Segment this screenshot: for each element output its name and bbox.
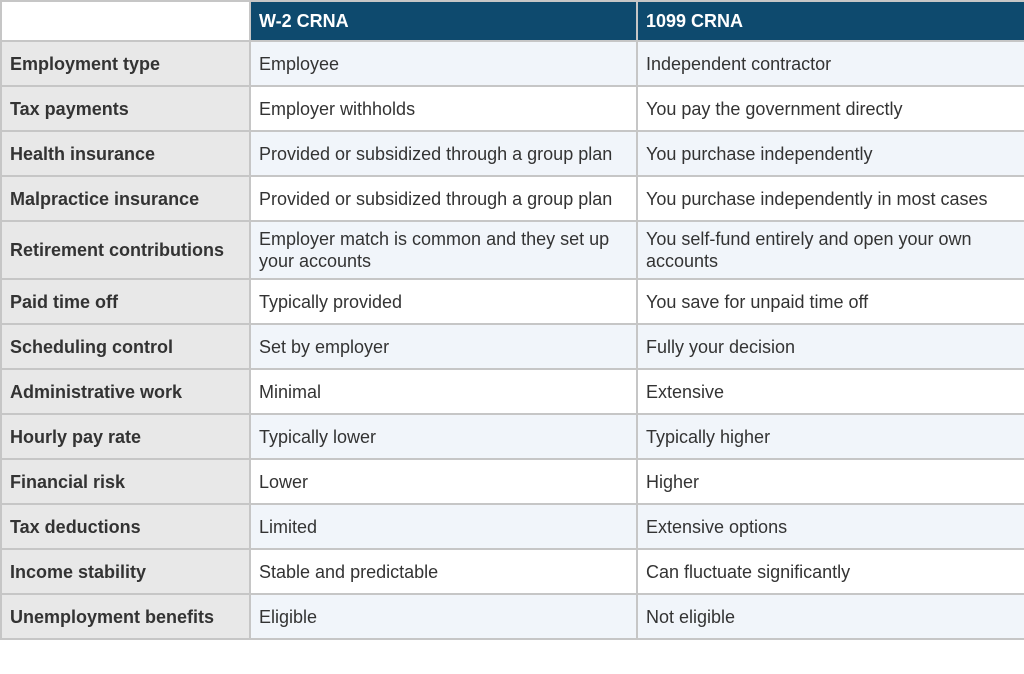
comparison-table: W-2 CRNA 1099 CRNA Employment type Emplo… — [0, 0, 1024, 640]
table-row: Hourly pay rate Typically lower Typicall… — [0, 413, 1024, 460]
c1099-cell: You pay the government directly — [636, 85, 1024, 132]
w2-cell: Provided or subsidized through a group p… — [249, 130, 638, 177]
row-label: Retirement contributions — [0, 220, 251, 280]
w2-cell: Typically lower — [249, 413, 638, 460]
c1099-cell: Typically higher — [636, 413, 1024, 460]
c1099-cell: Can fluctuate significantly — [636, 548, 1024, 595]
w2-cell: Employer withholds — [249, 85, 638, 132]
row-label: Administrative work — [0, 368, 251, 415]
w2-cell: Lower — [249, 458, 638, 505]
w2-cell: Set by employer — [249, 323, 638, 370]
row-label: Hourly pay rate — [0, 413, 251, 460]
c1099-cell: Independent contractor — [636, 40, 1024, 87]
table-row: Paid time off Typically provided You sav… — [0, 278, 1024, 325]
row-label: Income stability — [0, 548, 251, 595]
row-label: Tax deductions — [0, 503, 251, 550]
c1099-cell: You save for unpaid time off — [636, 278, 1024, 325]
table-row: Retirement contributions Employer match … — [0, 220, 1024, 280]
header-row: W-2 CRNA 1099 CRNA — [0, 0, 1024, 42]
row-label: Health insurance — [0, 130, 251, 177]
row-label: Financial risk — [0, 458, 251, 505]
w2-cell: Limited — [249, 503, 638, 550]
row-label: Tax payments — [0, 85, 251, 132]
w2-cell: Employee — [249, 40, 638, 87]
row-label: Employment type — [0, 40, 251, 87]
table-row: Scheduling control Set by employer Fully… — [0, 323, 1024, 370]
table-row: Financial risk Lower Higher — [0, 458, 1024, 505]
row-label: Scheduling control — [0, 323, 251, 370]
table-row: Administrative work Minimal Extensive — [0, 368, 1024, 415]
c1099-cell: Extensive options — [636, 503, 1024, 550]
w2-cell: Eligible — [249, 593, 638, 640]
c1099-cell: You self-fund entirely and open your own… — [636, 220, 1024, 280]
c1099-cell: Not eligible — [636, 593, 1024, 640]
header-w2-crna: W-2 CRNA — [249, 0, 638, 42]
w2-cell: Typically provided — [249, 278, 638, 325]
w2-cell: Employer match is common and they set up… — [249, 220, 638, 280]
table-row: Income stability Stable and predictable … — [0, 548, 1024, 595]
w2-cell: Provided or subsidized through a group p… — [249, 175, 638, 222]
c1099-cell: Extensive — [636, 368, 1024, 415]
table-row: Health insurance Provided or subsidized … — [0, 130, 1024, 177]
header-1099-crna: 1099 CRNA — [636, 0, 1024, 42]
w2-cell: Stable and predictable — [249, 548, 638, 595]
table-row: Unemployment benefits Eligible Not eligi… — [0, 593, 1024, 640]
c1099-cell: Higher — [636, 458, 1024, 505]
table-row: Malpractice insurance Provided or subsid… — [0, 175, 1024, 222]
table-row: Tax deductions Limited Extensive options — [0, 503, 1024, 550]
row-label: Paid time off — [0, 278, 251, 325]
c1099-cell: You purchase independently in most cases — [636, 175, 1024, 222]
table-row: Tax payments Employer withholds You pay … — [0, 85, 1024, 132]
c1099-cell: Fully your decision — [636, 323, 1024, 370]
row-label: Unemployment benefits — [0, 593, 251, 640]
table-body: Employment type Employee Independent con… — [0, 40, 1024, 640]
row-label: Malpractice insurance — [0, 175, 251, 222]
table-row: Employment type Employee Independent con… — [0, 40, 1024, 87]
table-header: W-2 CRNA 1099 CRNA — [0, 0, 1024, 42]
c1099-cell: You purchase independently — [636, 130, 1024, 177]
header-corner — [0, 0, 251, 42]
w2-cell: Minimal — [249, 368, 638, 415]
